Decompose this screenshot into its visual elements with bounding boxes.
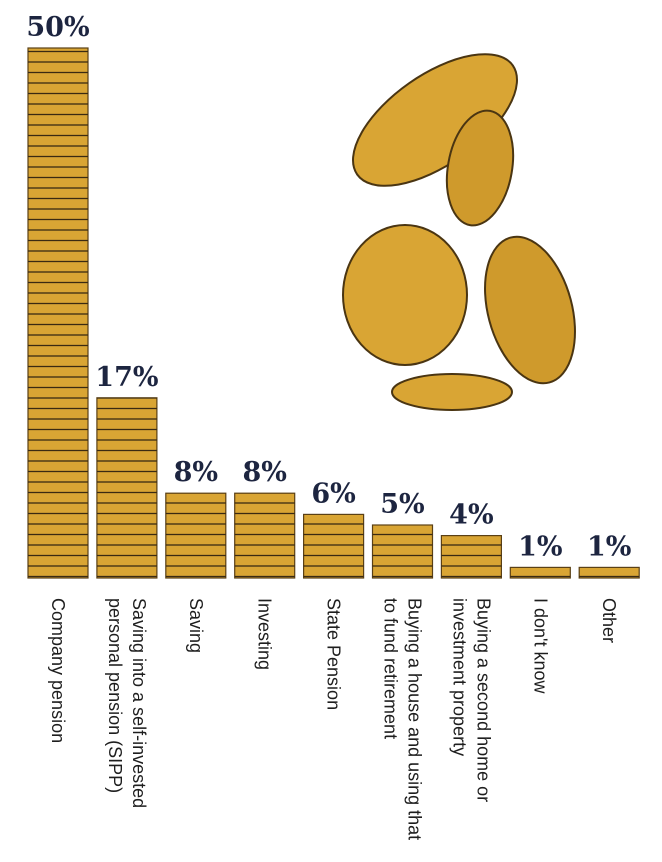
category-label: Other	[599, 598, 620, 644]
bar-texture	[165, 493, 226, 578]
category-label: Investing	[254, 598, 275, 671]
value-label: 5%	[380, 489, 424, 520]
category-label: Saving into a self-invested personal pen…	[104, 598, 149, 809]
category-label: Saving	[185, 598, 206, 654]
value-label: 50%	[26, 12, 89, 43]
category-label: Buying a house and using that to fund re…	[380, 598, 425, 841]
bar-texture	[510, 567, 571, 578]
value-label: 8%	[174, 457, 218, 488]
category-label: I don't know	[530, 598, 551, 694]
value-label: 4%	[449, 500, 493, 531]
value-label: 1%	[518, 531, 562, 562]
bar-texture	[372, 525, 433, 578]
coins-illustration	[342, 53, 576, 411]
category-label: Company pension	[48, 598, 68, 744]
value-label: 1%	[587, 531, 631, 562]
value-label: 6%	[311, 478, 355, 509]
bar-texture	[28, 48, 88, 578]
category-label: Buying a second home or investment prope…	[449, 598, 494, 803]
category-label: State Pension	[323, 598, 344, 711]
bar-texture	[303, 514, 364, 578]
bar-texture	[234, 493, 295, 578]
bar-texture	[441, 535, 502, 578]
bar-texture	[579, 567, 640, 578]
bar-texture	[96, 397, 157, 578]
value-label: 17%	[95, 362, 158, 393]
value-label: 8%	[242, 457, 286, 488]
